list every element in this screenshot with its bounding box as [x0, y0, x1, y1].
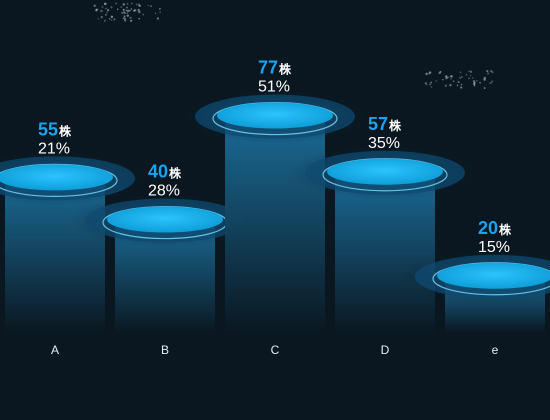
value-unit: 株 — [389, 118, 402, 133]
bar-disc — [217, 102, 333, 129]
value-number: 77 — [258, 58, 278, 78]
value-label: 57株 — [368, 114, 402, 134]
percentage-label: 51% — [258, 79, 290, 96]
bar-group — [0, 151, 151, 333]
value-unit: 株 — [499, 222, 512, 237]
bar-disc — [437, 262, 550, 289]
bar-group — [179, 89, 371, 334]
value-unit: 株 — [279, 62, 292, 77]
value-unit: 株 — [169, 166, 182, 181]
bar-group — [289, 145, 481, 333]
value-number: 40 — [148, 162, 168, 182]
value-number: 55 — [38, 119, 58, 139]
category-tick-label: A — [51, 343, 59, 357]
bar-group — [69, 193, 261, 333]
bar-disc — [327, 158, 443, 185]
value-number: 20 — [478, 218, 498, 238]
bar-group — [399, 249, 550, 333]
value-unit: 株 — [59, 123, 72, 138]
category-tick-label: B — [161, 343, 169, 357]
percentage-label: 35% — [368, 135, 400, 152]
value-label: 20株 — [478, 218, 512, 238]
value-label: 55株 — [38, 119, 72, 139]
value-number: 57 — [368, 114, 388, 134]
percentage-label: 15% — [478, 239, 510, 256]
category-tick-label: C — [271, 343, 280, 357]
bar — [225, 116, 325, 334]
category-tick-label: D — [381, 343, 390, 357]
percentage-label: 28% — [148, 183, 180, 200]
bar-disc — [107, 206, 223, 233]
bar-disc — [0, 164, 113, 191]
value-label: 77株 — [258, 58, 292, 78]
decorative-dots — [93, 2, 494, 89]
value-label: 40株 — [148, 162, 182, 182]
percentage-label: 21% — [38, 140, 70, 157]
category-tick-label: e — [492, 343, 499, 357]
